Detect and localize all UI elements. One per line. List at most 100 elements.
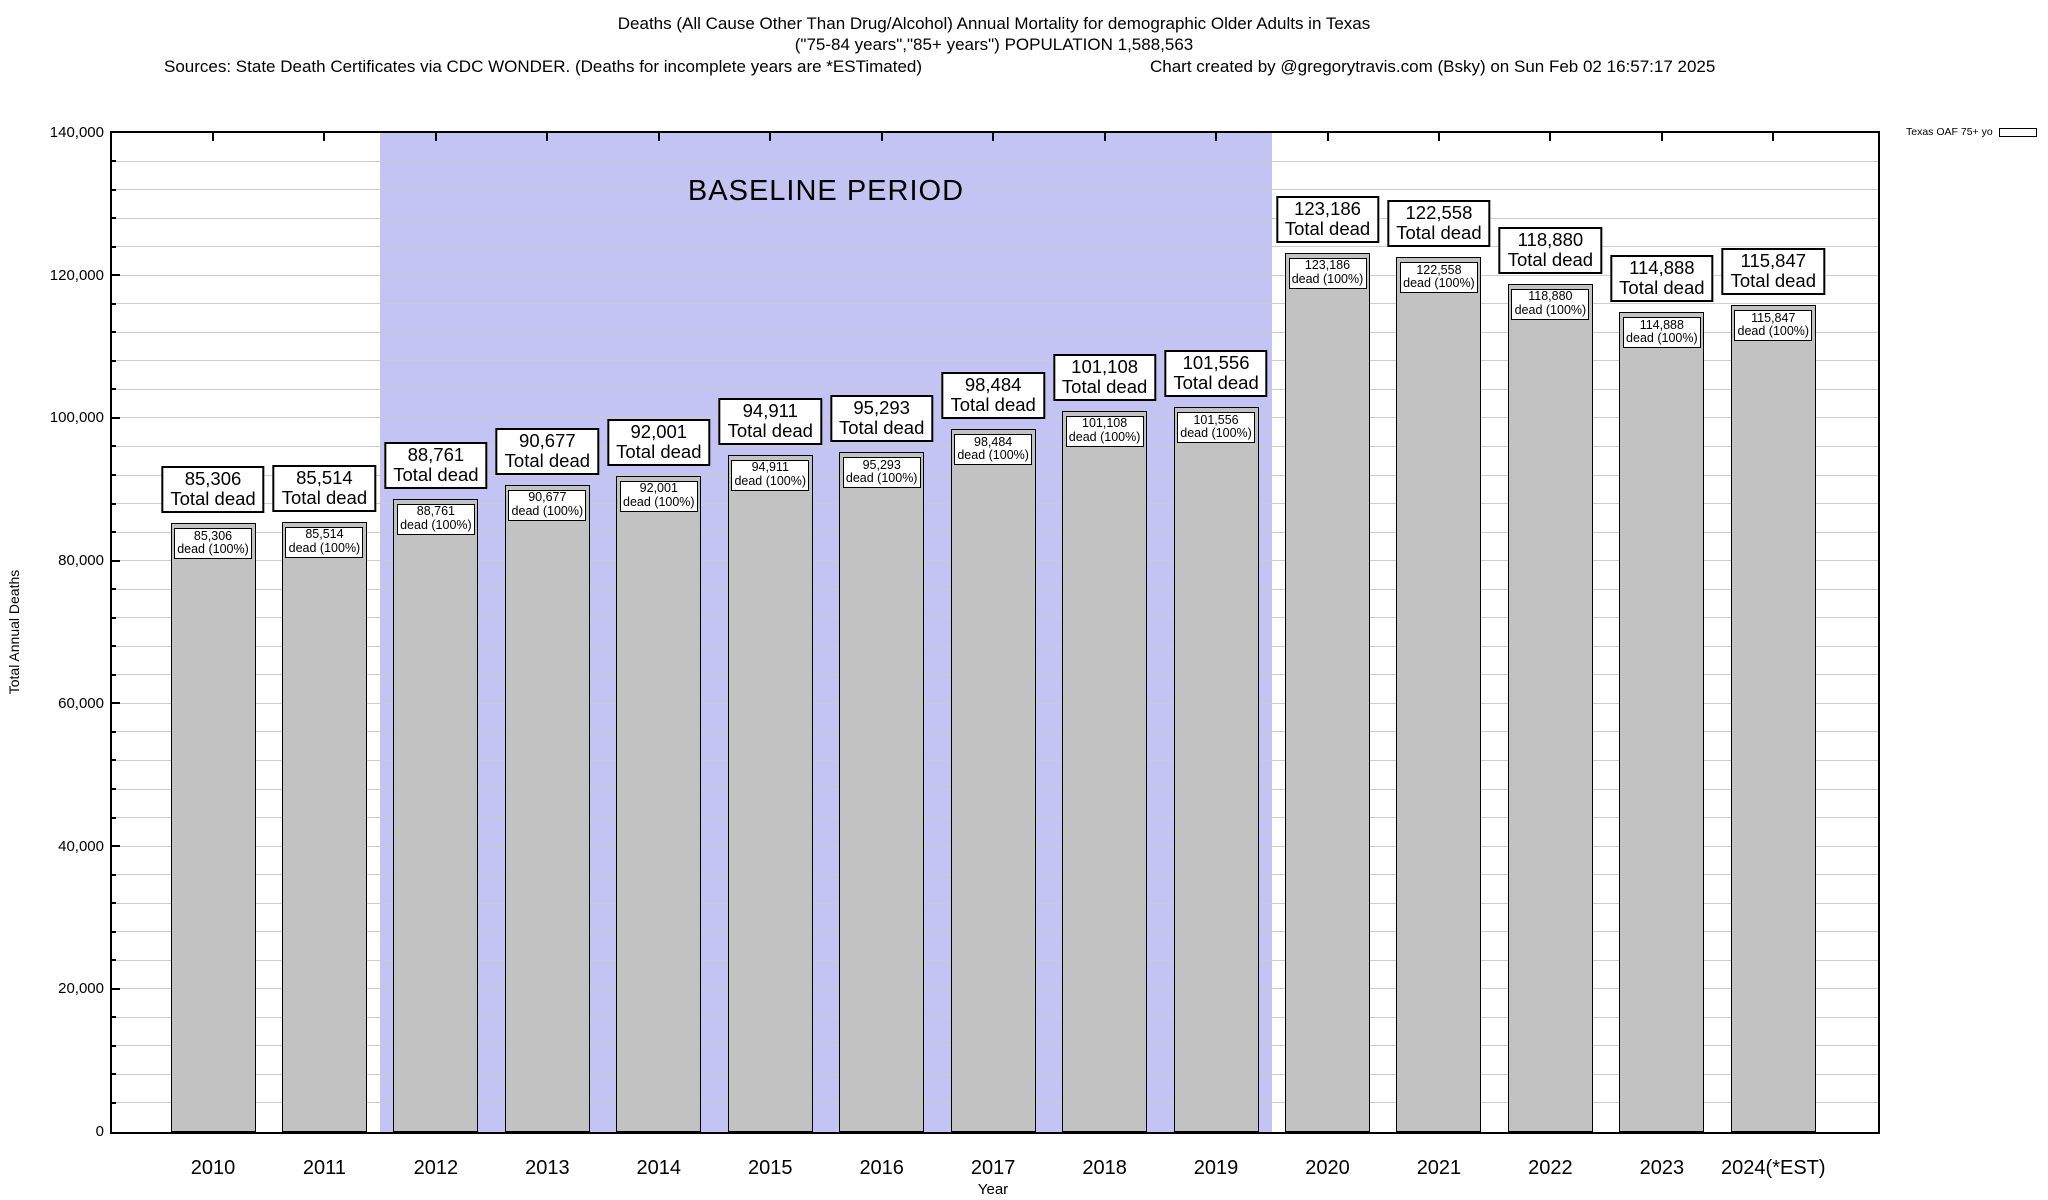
bar-total-value: 115,847 — [1740, 250, 1807, 272]
bar-inner-label-2011: 85,514 dead (100%) — [285, 526, 364, 558]
bar-inner-value: 101,108 — [1082, 416, 1128, 431]
bar-total-label-2013: 90,677 Total dead — [495, 427, 600, 475]
bar-total-label-2020: 123,186 Total dead — [1275, 195, 1380, 243]
bar-inner-label-2021: 122,558 dead (100%) — [1399, 262, 1478, 294]
y-tick-label: 80,000 — [58, 552, 104, 570]
bar-total-label-2019: 101,556 Total dead — [1164, 350, 1268, 398]
x-tick-label-2021: 2021 — [1416, 1157, 1462, 1179]
gridline — [112, 303, 1878, 305]
x-tick — [1326, 133, 1329, 141]
x-tick-label-2012: 2012 — [413, 1157, 459, 1179]
legend-swatch — [1998, 127, 2037, 137]
bar-total-label-2010: 85,306 Total dead — [161, 466, 265, 514]
bar-inner-value: 88,761 — [416, 504, 455, 519]
bar-inner-label-2018: 101,108 dead (100%) — [1065, 415, 1144, 447]
y-tick — [112, 845, 120, 848]
bar-total-value: 90,677 — [519, 429, 576, 451]
bar-2020: 123,186 dead (100%) — [1285, 252, 1370, 1132]
bar-total-label-2021: 122,558 Total dead — [1387, 200, 1491, 248]
x-tick-label-2020: 2020 — [1305, 1157, 1350, 1179]
bar-inner-suffix: dead (100%) — [400, 517, 472, 532]
y-tick-label: 140,000 — [49, 124, 104, 141]
bar-total-label-2017: 98,484 Total dead — [941, 372, 1045, 420]
bar-2018: 101,108 dead (100%) — [1062, 410, 1148, 1132]
bar-inner-label-2017: 98,484 dead (100%) — [954, 434, 1033, 466]
x-tick-label-2023: 2023 — [1639, 1157, 1685, 1179]
bar-total-label-2023: 114,888 Total dead — [1610, 255, 1714, 303]
bar-inner-label-2019: 101,556 dead (100%) — [1177, 412, 1256, 444]
y-tick-label: 100,000 — [49, 409, 104, 427]
y-tick — [112, 388, 116, 391]
bar-total-suffix: Total dead — [393, 463, 479, 485]
x-tick-label-2017: 2017 — [970, 1157, 1016, 1179]
bar-total-value: 118,880 — [1517, 228, 1584, 250]
bar-total-suffix: Total dead — [1173, 372, 1259, 394]
bar-2017: 98,484 dead (100%) — [950, 429, 1036, 1132]
y-tick — [112, 245, 116, 248]
x-tick — [1437, 133, 1440, 141]
bar-inner-suffix: dead (100%) — [1180, 426, 1252, 441]
bar-total-label-2014: 92,001 Total dead — [607, 418, 711, 466]
bar-inner-label-2016: 95,293 dead (100%) — [842, 457, 921, 489]
bar-inner-suffix: dead (100%) — [845, 471, 918, 486]
gridline — [112, 189, 1878, 191]
x-tick-label-2018: 2018 — [1082, 1157, 1127, 1179]
bar-total-value: 101,556 — [1182, 352, 1250, 374]
bar-total-suffix: Total dead — [950, 394, 1036, 416]
y-tick — [112, 160, 116, 163]
credit-note: Chart created by @gregorytravis.com (Bsk… — [1150, 57, 1716, 76]
bar-total-value: 101,108 — [1071, 355, 1139, 377]
bar-inner-suffix: dead (100%) — [1291, 271, 1364, 286]
gridline — [112, 331, 1878, 333]
bar-inner-suffix: dead (100%) — [1068, 429, 1141, 444]
bar-inner-value: 94,911 — [751, 460, 789, 475]
x-tick — [769, 133, 772, 141]
bar-2010: 85,306 dead (100%) — [170, 523, 256, 1132]
y-tick-label: 0 — [95, 1123, 104, 1140]
chart-title: Deaths (All Cause Other Than Drug/Alcoho… — [617, 14, 1371, 33]
bar-inner-suffix: dead (100%) — [1514, 302, 1587, 317]
bar-total-value: 88,761 — [407, 443, 465, 465]
x-tick — [1660, 133, 1663, 141]
bar-inner-value: 85,514 — [305, 527, 344, 542]
bar-inner-value: 123,186 — [1304, 258, 1351, 273]
bar-inner-value: 114,888 — [1639, 317, 1684, 332]
x-tick-label-2010: 2010 — [190, 1157, 236, 1179]
bar-inner-label-2010: 85,306 dead (100%) — [174, 528, 252, 560]
bar-total-label-2016: 95,293 Total dead — [830, 395, 934, 443]
y-axis-title: Total Annual Deaths — [6, 569, 22, 695]
gridline — [112, 246, 1878, 248]
x-tick — [1215, 133, 1218, 141]
y-tick — [112, 1101, 116, 1104]
bar-2024(*EST): 115,847 dead (100%) — [1730, 305, 1816, 1132]
bar-total-label-2018: 101,108 Total dead — [1052, 353, 1157, 401]
y-tick — [112, 873, 116, 876]
y-tick — [112, 788, 116, 790]
bar-total-value: 92,001 — [630, 420, 688, 442]
y-tick — [112, 474, 116, 477]
gridline — [112, 160, 1878, 162]
x-tick-label-2014: 2014 — [636, 1157, 682, 1179]
bar-inner-suffix: dead (100%) — [1403, 276, 1475, 291]
y-tick — [112, 302, 116, 305]
y-tick — [112, 959, 116, 962]
bar-inner-value: 95,293 — [862, 457, 901, 472]
y-tick-label: 120,000 — [49, 266, 104, 284]
bar-inner-value: 90,677 — [528, 490, 567, 505]
bar-2013: 90,677 dead (100%) — [504, 484, 590, 1132]
y-tick — [112, 531, 116, 534]
bar-total-suffix: Total dead — [1619, 277, 1705, 299]
y-tick — [112, 1073, 116, 1076]
bar-inner-value: 101,556 — [1193, 412, 1239, 427]
x-tick — [1103, 133, 1106, 141]
bar-total-value: 122,558 — [1405, 202, 1473, 224]
y-tick — [112, 930, 116, 933]
x-tick-label-2019: 2019 — [1193, 1157, 1239, 1179]
x-tick — [992, 133, 995, 141]
bar-total-suffix: Total dead — [839, 417, 925, 439]
bar-inner-label-2023: 114,888 dead (100%) — [1622, 317, 1701, 349]
bar-total-value: 114,888 — [1629, 257, 1695, 279]
bar-inner-value: 115,847 — [1751, 310, 1796, 325]
bar-inner-label-2020: 123,186 dead (100%) — [1288, 257, 1367, 289]
x-tick — [434, 133, 437, 141]
